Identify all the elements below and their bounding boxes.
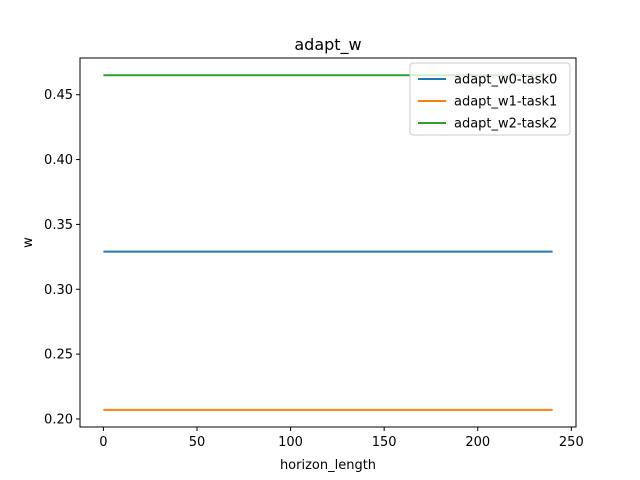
y-tick-label: 0.35 [44, 218, 73, 233]
legend-label-1: adapt_w1-task1 [454, 95, 557, 110]
x-tick-label: 200 [465, 435, 490, 450]
legend: adapt_w0-task0 adapt_w1-task1 adapt_w2-tas… [409, 62, 571, 136]
y-tick-label: 0.20 [44, 412, 73, 427]
legend-box [409, 62, 571, 136]
legend-label-2: adapt_w2-task2 [454, 117, 557, 132]
y-axis-label: w [21, 237, 36, 248]
x-tick-label: 100 [278, 435, 303, 450]
x-axis-ticks: 0 50 100 150 200 250 [99, 427, 584, 450]
y-tick-label: 0.30 [44, 283, 73, 298]
legend-label-0: adapt_w0-task0 [454, 73, 557, 88]
axes-frame [79, 57, 577, 428]
x-tick-label: 0 [99, 435, 107, 450]
x-tick-label: 150 [372, 435, 397, 450]
x-tick-label: 50 [189, 435, 206, 450]
y-tick-label: 0.40 [44, 153, 73, 168]
chart-title: adapt_w [294, 35, 361, 55]
y-tick-label: 0.25 [44, 348, 73, 363]
x-axis-label: horizon_length [280, 458, 376, 473]
x-tick-label: 250 [559, 435, 584, 450]
y-axis-ticks: 0.20 0.25 0.30 0.35 0.40 0.45 [44, 88, 80, 427]
y-tick-label: 0.45 [44, 88, 73, 103]
